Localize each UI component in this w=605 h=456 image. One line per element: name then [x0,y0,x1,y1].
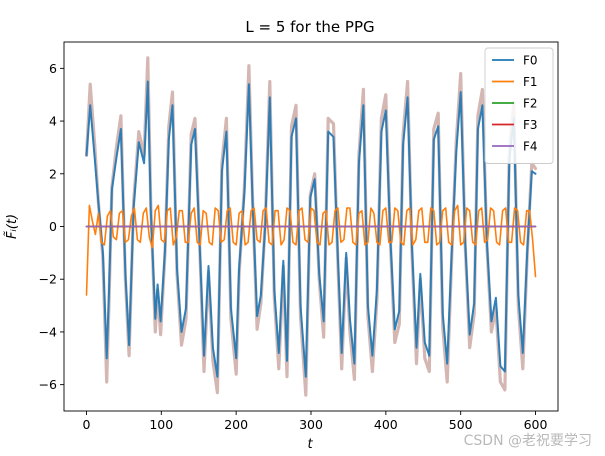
series-line-f0 [85,80,537,378]
x-tick-label: 0 [82,417,90,432]
legend-label-f4: F4 [523,140,538,154]
legend-label-f2: F2 [523,97,538,111]
y-axis-label: F̃ᵢ(t) [5,214,20,239]
legend-label-f1: F1 [523,75,538,89]
x-axis-label: t [307,437,313,452]
y-tick-label: −2 [39,272,57,287]
legend-box [484,47,554,164]
legend: F0 F1 F2 F3 F4 [484,47,554,164]
series-line-f1 [85,204,537,296]
y-tick-label: −4 [39,324,57,339]
x-tick-label: 200 [224,417,248,432]
x-tick-label: 100 [149,417,173,432]
plot-area: 0 100 200 300 400 500 600 −6 −4 −2 0 2 4 6 F0 F1 F2 F3 F4 [39,41,559,432]
x-tick-label: 400 [374,417,398,432]
y-tick-label: 2 [49,166,57,181]
x-tick-label: 600 [524,417,548,432]
y-tick-label: −6 [39,377,57,392]
y-tick-label: 0 [49,219,57,234]
series-lines [84,56,538,397]
watermark-text: CSDN @老祝要学习 [463,433,592,449]
legend-label-f0: F0 [523,54,538,68]
x-tick-label: 500 [449,417,473,432]
chart-title: L = 5 for the PPG [245,18,374,36]
y-tick-label: 6 [49,61,57,76]
x-tick-label: 300 [299,417,323,432]
legend-label-f3: F3 [523,118,538,132]
y-tick-label: 4 [49,114,57,129]
